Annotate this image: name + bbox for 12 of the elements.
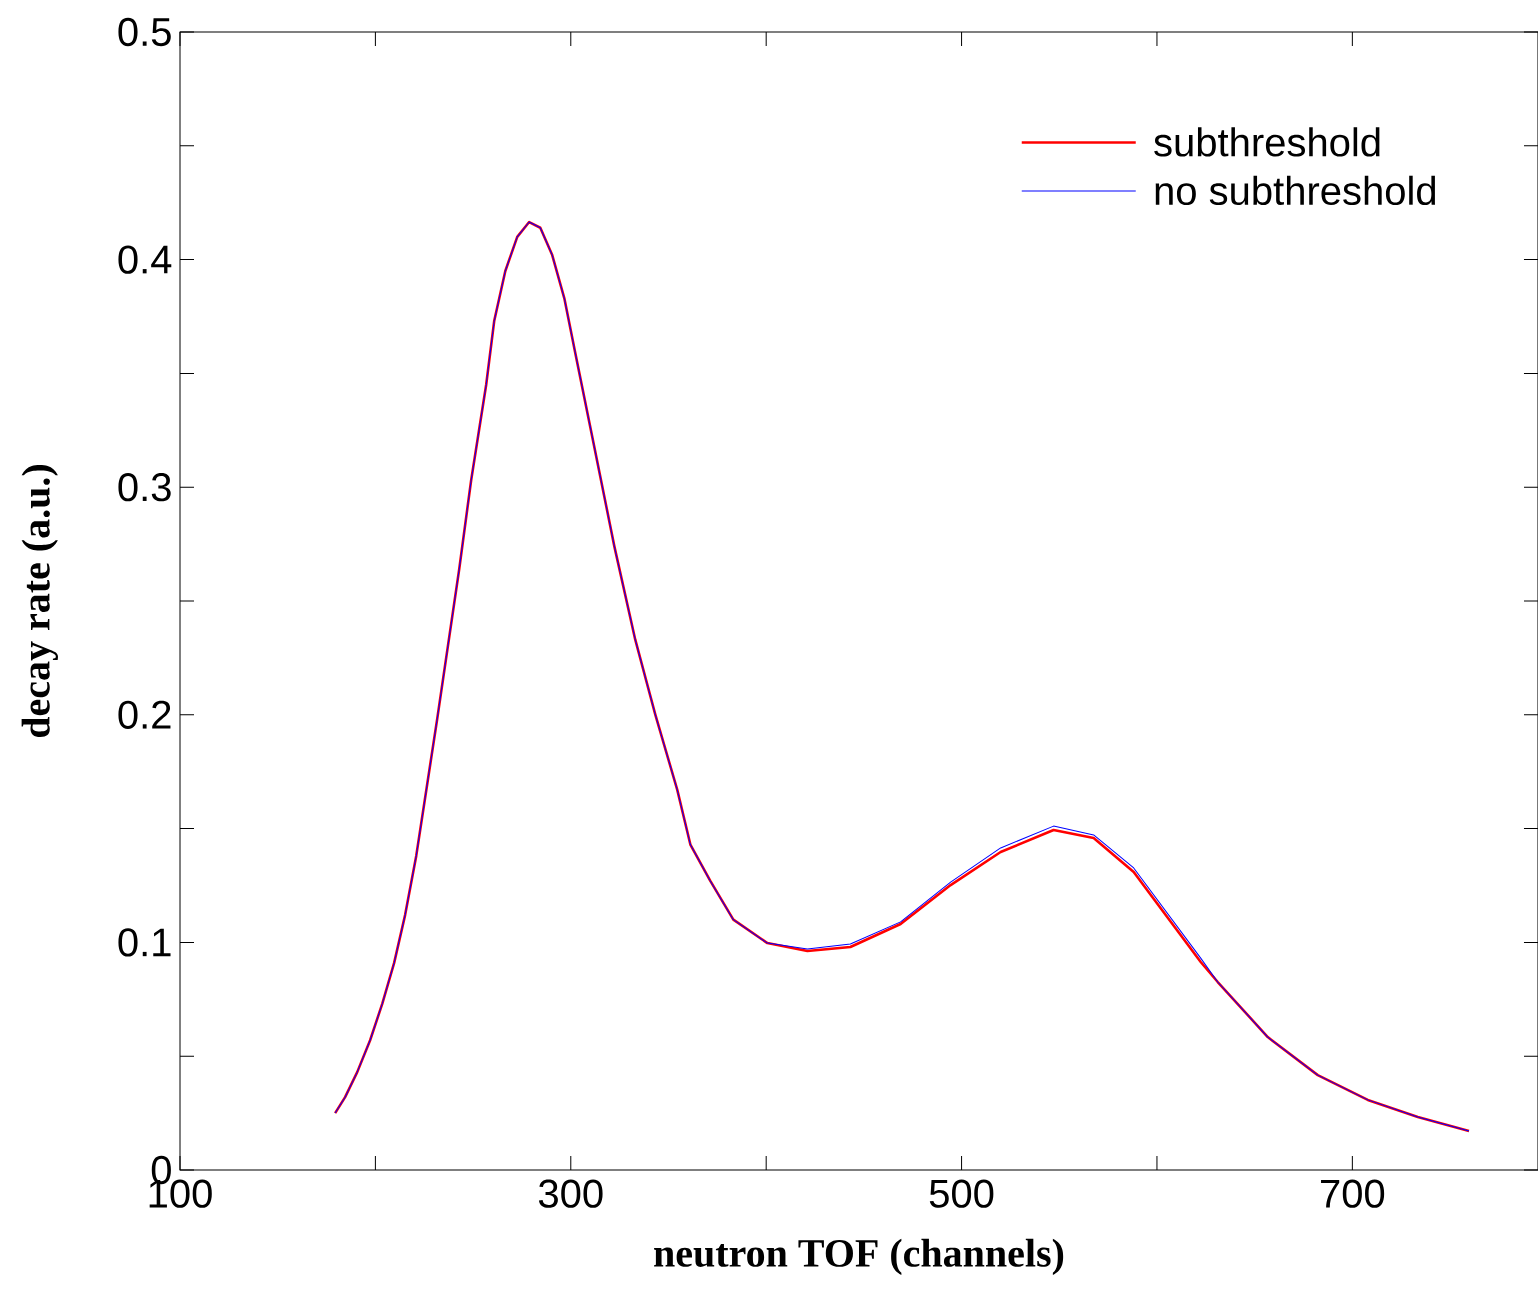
legend-label: subthreshold <box>1154 127 1380 157</box>
y-tick-label: 0.5 <box>118 17 171 47</box>
y-tick-label: 0.2 <box>118 700 171 729</box>
y-tick-label: 0.4 <box>118 245 172 274</box>
y-tick-label: 0.1 <box>118 928 171 957</box>
x-tick-label: 300 <box>538 1179 603 1208</box>
y-tick-label: 0.3 <box>118 473 171 502</box>
legend-label: no subthreshold <box>1155 175 1436 206</box>
x-axis-title: neutron TOF (channels) <box>654 1238 1064 1275</box>
y-axis-title: decay rate (a.u.) <box>21 465 58 738</box>
x-tick-label: 500 <box>929 1179 994 1208</box>
x-tick-label: 700 <box>1321 1179 1385 1208</box>
